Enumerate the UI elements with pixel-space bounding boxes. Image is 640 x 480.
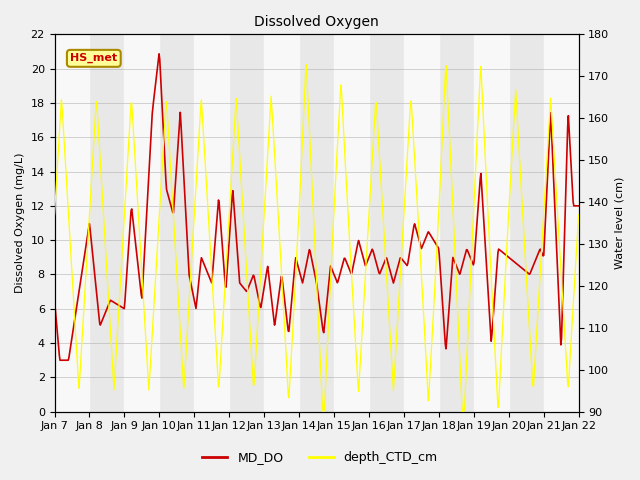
Text: HS_met: HS_met (70, 53, 117, 63)
Bar (124, 35, 159, 412)
Bar (474, 35, 509, 412)
Bar (334, 35, 369, 412)
Bar (54, 35, 90, 412)
Legend: MD_DO, depth_CTD_cm: MD_DO, depth_CTD_cm (197, 446, 443, 469)
Y-axis label: Water level (cm): Water level (cm) (615, 177, 625, 269)
Bar (543, 35, 579, 412)
Bar (264, 35, 299, 412)
Bar (195, 35, 229, 412)
Title: Dissolved Oxygen: Dissolved Oxygen (254, 15, 379, 29)
Y-axis label: Dissolved Oxygen (mg/L): Dissolved Oxygen (mg/L) (15, 153, 25, 293)
Bar (404, 35, 439, 412)
